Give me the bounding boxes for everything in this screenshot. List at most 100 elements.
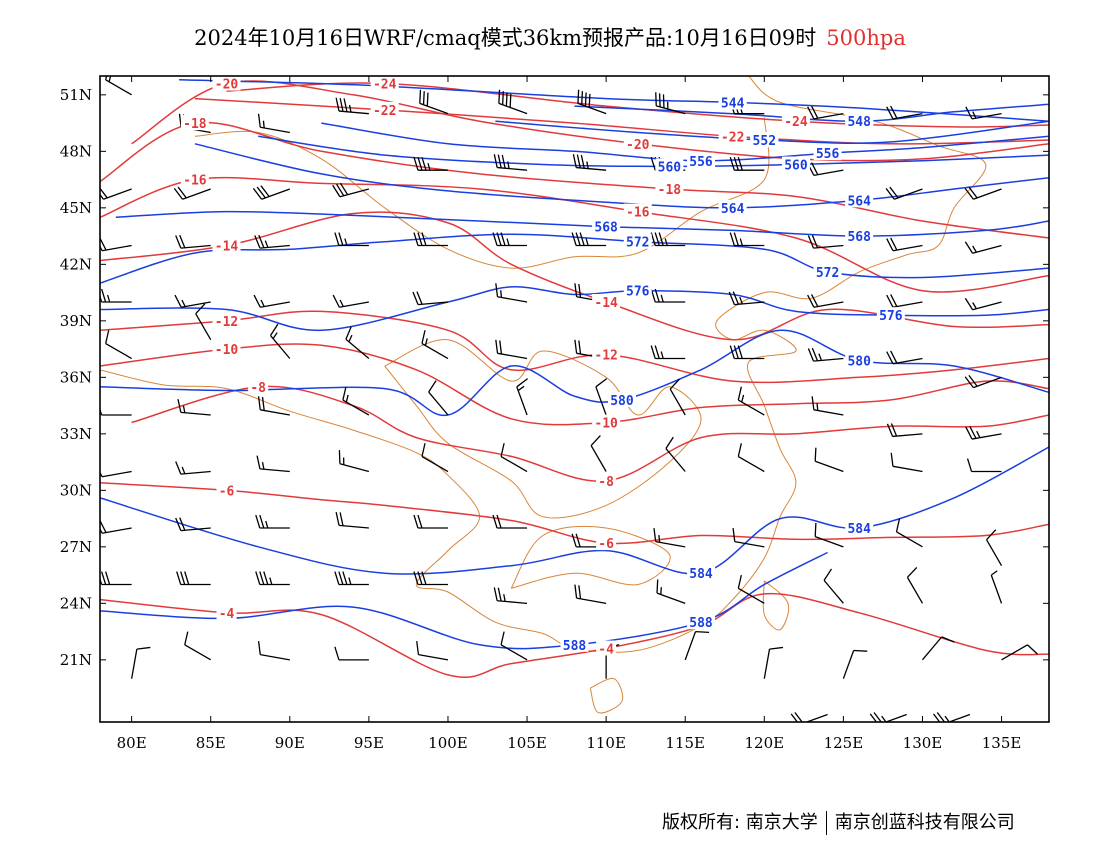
- svg-text:548: 548: [847, 115, 871, 130]
- wind-barb: [335, 511, 369, 529]
- height-contour: [100, 233, 1049, 284]
- height-contour: [115, 210, 1049, 237]
- wind-barb: [869, 712, 907, 722]
- wind-barb: [338, 450, 370, 473]
- temperature-label: -10: [212, 341, 241, 358]
- wind-barb: [335, 97, 369, 115]
- wind-barb: [255, 571, 290, 586]
- wind-barb: [729, 156, 765, 171]
- wind-barb: [495, 339, 528, 360]
- temperature-contour: [226, 82, 1049, 128]
- temperature-contour: [100, 343, 1049, 426]
- svg-text:544: 544: [721, 96, 745, 111]
- svg-text:-8: -8: [598, 475, 614, 490]
- svg-text:584: 584: [689, 567, 713, 582]
- wind-barb: [500, 443, 528, 473]
- wind-barb: [921, 636, 955, 661]
- wind-barb: [807, 105, 844, 120]
- wind-barb: [254, 234, 290, 249]
- svg-text:-20: -20: [626, 138, 650, 153]
- wind-barb: [684, 631, 710, 661]
- wind-barb: [886, 423, 923, 438]
- wind-barb: [985, 529, 1003, 567]
- lon-label: 100E: [428, 734, 468, 752]
- wind-barb: [728, 291, 765, 306]
- lon-label: 80E: [117, 734, 147, 752]
- wind-barb: [906, 566, 924, 604]
- lat-label: 21N: [60, 651, 92, 669]
- wind-barb: [886, 350, 923, 365]
- svg-text:556: 556: [689, 155, 713, 170]
- temperature-label: -16: [180, 171, 209, 189]
- svg-text:560: 560: [784, 159, 808, 174]
- lon-label: 125E: [824, 734, 864, 752]
- title-level: 500hpa: [826, 26, 906, 50]
- height-label: 568: [845, 228, 874, 245]
- wind-barb: [574, 584, 607, 604]
- wind-barb: [732, 528, 765, 548]
- temperature-label: -20: [623, 135, 652, 153]
- lat-label: 24N: [60, 594, 92, 612]
- svg-text:572: 572: [816, 266, 839, 281]
- height-label: 564: [845, 192, 874, 209]
- wind-barb: [175, 234, 211, 249]
- height-contour: [321, 122, 1049, 162]
- boundary-line: [762, 580, 790, 631]
- wind-barb: [966, 458, 1002, 473]
- height-contour: [258, 135, 1049, 168]
- svg-text:572: 572: [626, 236, 649, 251]
- svg-text:-16: -16: [183, 174, 207, 189]
- wind-barb: [334, 571, 369, 586]
- wind-barb: [737, 574, 765, 604]
- wind-barb: [653, 528, 686, 548]
- height-contour: [100, 551, 828, 650]
- wind-barb: [105, 330, 132, 360]
- lat-label: 39N: [60, 312, 92, 330]
- boundary-line: [100, 76, 987, 653]
- temperature-contour: [100, 121, 1049, 239]
- svg-text:-14: -14: [215, 240, 239, 255]
- svg-text:-10: -10: [594, 417, 618, 432]
- lat-label: 36N: [60, 368, 92, 386]
- wind-barb: [571, 232, 607, 247]
- wind-barb: [257, 396, 290, 416]
- wind-barb: [100, 470, 132, 478]
- wind-barb: [650, 345, 686, 360]
- temperature-label: -4: [596, 640, 617, 658]
- boundary-line: [510, 525, 671, 589]
- lat-label: 48N: [60, 142, 92, 160]
- wind-barb: [257, 113, 290, 134]
- wind-barb: [334, 646, 369, 661]
- footer-copyright: 版权所有: 南京大学: [662, 812, 818, 833]
- temperature-contour: [100, 592, 1049, 679]
- wind-barb: [807, 294, 844, 308]
- svg-text:568: 568: [847, 230, 871, 245]
- lon-label: 105E: [507, 734, 547, 752]
- svg-text:-16: -16: [626, 206, 650, 221]
- wind-barb: [130, 646, 151, 679]
- svg-text:576: 576: [879, 309, 903, 324]
- lat-label: 51N: [60, 86, 92, 104]
- svg-text:-8: -8: [250, 381, 266, 396]
- wind-barb: [665, 436, 686, 472]
- height-label: 580: [845, 352, 874, 369]
- contour-label-layer: -24 -24 -22 -22 -20 -20 -18 -18 -16 -16 -14 -14 -12 -…: [180, 76, 905, 658]
- svg-text:-12: -12: [594, 349, 617, 364]
- height-label: 584: [845, 520, 874, 537]
- wind-barb: [332, 294, 369, 308]
- wind-barb: [334, 232, 369, 247]
- footer-company: 南京创蓝科技有限公司: [834, 812, 1015, 833]
- title-main: 2024年10月16日WRF/cmaq模式36km预报产品:10月16日09时: [194, 26, 817, 50]
- wind-barb: [656, 579, 686, 604]
- temperature-label: -18: [180, 115, 209, 132]
- height-label: 588: [560, 636, 589, 654]
- lat-label: 42N: [60, 255, 92, 273]
- wind-barb: [195, 303, 212, 340]
- svg-text:568: 568: [594, 221, 618, 236]
- wind-barb: [811, 396, 844, 416]
- wind-barb: [650, 288, 686, 303]
- wind-barb: [500, 631, 528, 661]
- wind-barb: [269, 323, 291, 359]
- temperature-label: -14: [592, 294, 621, 311]
- lat-label: 33N: [60, 425, 92, 443]
